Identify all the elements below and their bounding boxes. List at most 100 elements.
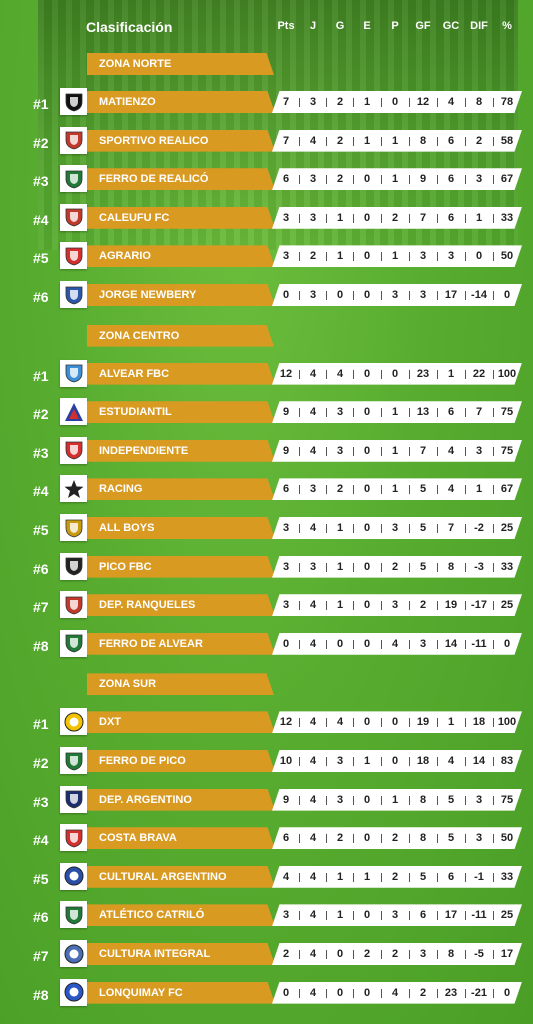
stat-dif: -11 — [471, 637, 487, 650]
team-name[interactable]: FERRO DE REALICÓ — [87, 168, 275, 191]
team-name[interactable]: DEP. RANQUELES — [87, 594, 275, 617]
stat-gf: 7 — [419, 444, 427, 457]
zone-header: ZONA NORTE — [87, 53, 274, 75]
stat-separator — [299, 795, 300, 805]
stat-gc: 8 — [447, 560, 455, 573]
team-name[interactable]: DEP. ARGENTINO — [87, 788, 275, 811]
rank-label: #8 — [33, 986, 49, 1003]
table-row[interactable]: #4 COSTA BRAVA 6 4 2 0 2 8 5 3 50 — [0, 824, 533, 852]
stat-gf: 3 — [419, 250, 427, 263]
stat-p: 4 — [391, 986, 399, 999]
zone-header: ZONA CENTRO — [87, 324, 274, 347]
team-name[interactable]: CALEUFU FC — [87, 206, 275, 229]
table-row[interactable]: #5 AGRARIO 3 2 1 0 1 3 3 0 50 — [0, 242, 533, 270]
stat-p: 2 — [391, 832, 399, 845]
stat-e: 0 — [363, 289, 371, 301]
table-row[interactable]: #1 MATIENZO 7 3 2 1 0 12 4 8 78 — [0, 88, 533, 115]
table-row[interactable]: #7 DEP. RANQUELES 3 4 1 0 3 2 19 -17 25 — [0, 591, 533, 619]
team-name[interactable]: JORGE NEWBERY — [87, 284, 275, 306]
stat-p: 0 — [391, 755, 399, 767]
table-row[interactable]: #5 CULTURAL ARGENTINO 4 4 1 1 2 5 6 -1 33 — [0, 862, 533, 890]
stat-separator — [353, 562, 354, 572]
table-row[interactable]: #6 JORGE NEWBERY 0 3 0 0 3 3 17 -14 0 — [0, 281, 533, 308]
team-name[interactable]: ALVEAR FBC — [87, 362, 275, 385]
stat-separator — [353, 213, 354, 223]
stat-separator — [409, 988, 410, 998]
stat-separator — [381, 213, 382, 223]
stat-j: 4 — [309, 637, 317, 650]
cultural-argentino-crest-icon — [60, 862, 87, 890]
table-row[interactable]: #1 ALVEAR FBC 12 4 4 0 0 23 1 22 100 — [0, 359, 533, 387]
team-name[interactable]: LONQUIMAY FC — [87, 981, 275, 1004]
stat-separator — [353, 950, 354, 959]
team-name[interactable]: SPORTIVO REALICO — [87, 129, 275, 152]
stat-separator — [465, 639, 466, 649]
stat-j: 4 — [309, 909, 317, 922]
stat-pct: 78 — [500, 96, 514, 108]
team-name[interactable]: CULTURA INTEGRAL — [87, 943, 275, 965]
table-row[interactable]: #8 FERRO DE ALVEAR 0 4 0 0 4 3 14 -11 0 — [0, 629, 533, 657]
team-name[interactable]: PICO FBC — [87, 555, 275, 578]
stat-separator — [326, 136, 327, 146]
stat-p: 2 — [391, 211, 399, 224]
team-name[interactable]: FERRO DE ALVEAR — [87, 632, 275, 655]
stat-separator — [437, 524, 438, 533]
stat-separator — [493, 136, 494, 146]
table-row[interactable]: #6 PICO FBC 3 3 1 0 2 5 8 -3 33 — [0, 552, 533, 580]
stat-separator — [353, 988, 354, 998]
stat-e: 0 — [363, 986, 371, 999]
stat-separator — [381, 562, 382, 572]
table-row[interactable]: #8 LONQUIMAY FC 0 4 0 0 4 2 23 -21 0 — [0, 978, 533, 1006]
team-name[interactable]: CULTURAL ARGENTINO — [87, 865, 275, 888]
stat-g: 2 — [336, 96, 344, 108]
stat-gf: 5 — [419, 560, 427, 573]
table-row[interactable]: #2 SPORTIVO REALICO 7 4 2 1 1 8 6 2 58 — [0, 126, 533, 154]
stat-g: 1 — [336, 599, 344, 612]
stat-g: 3 — [336, 444, 344, 457]
table-row[interactable]: #3 DEP. ARGENTINO 9 4 3 0 1 8 5 3 75 — [0, 785, 533, 813]
stat-separator — [326, 757, 327, 766]
stat-j: 3 — [309, 211, 317, 224]
table-row[interactable]: #2 ESTUDIANTIL 9 4 3 0 1 13 6 7 75 — [0, 398, 533, 426]
stat-pts: 2 — [282, 948, 290, 960]
stats-bar: 9 4 3 0 1 13 6 7 75 — [272, 401, 522, 424]
table-row[interactable]: #5 ALL BOYS 3 4 1 0 3 5 7 -2 25 — [0, 514, 533, 541]
stat-e: 0 — [363, 367, 371, 380]
table-row[interactable]: #7 CULTURA INTEGRAL 2 4 0 2 2 3 8 -5 17 — [0, 940, 533, 967]
stat-p: 0 — [391, 716, 399, 729]
table-row[interactable]: #2 FERRO DE PICO 10 4 3 1 0 18 4 14 83 — [0, 747, 533, 774]
stat-separator — [381, 718, 382, 728]
table-row[interactable]: #3 INDEPENDIENTE 9 4 3 0 1 7 4 3 75 — [0, 436, 533, 464]
stat-p: 2 — [391, 560, 399, 573]
stat-e: 1 — [363, 755, 371, 767]
team-name[interactable]: MATIENZO — [87, 91, 275, 113]
stat-separator — [326, 446, 327, 456]
table-row[interactable]: #3 FERRO DE REALICÓ 6 3 2 0 1 9 6 3 67 — [0, 165, 533, 193]
team-name[interactable]: FERRO DE PICO — [87, 750, 275, 772]
table-row[interactable]: #6 ATLÉTICO CATRILÓ 3 4 1 0 3 6 17 -11 25 — [0, 901, 533, 929]
stat-separator — [326, 718, 327, 728]
stat-dif: 3 — [475, 793, 483, 806]
stat-separator — [465, 718, 466, 728]
team-name[interactable]: RACING — [87, 478, 275, 501]
stat-separator — [381, 524, 382, 533]
table-row[interactable]: #4 CALEUFU FC 3 3 1 0 2 7 6 1 33 — [0, 203, 533, 231]
team-name[interactable]: ESTUDIANTIL — [87, 401, 275, 424]
stat-gf: 9 — [419, 173, 427, 186]
ferro-alvear-crest-icon — [60, 629, 87, 657]
table-row[interactable]: #4 RACING 6 3 2 0 1 5 4 1 67 — [0, 475, 533, 503]
stat-separator — [326, 291, 327, 300]
table-row[interactable]: #1 DXT 12 4 4 0 0 19 1 18 100 — [0, 708, 533, 736]
team-name[interactable]: AGRARIO — [87, 245, 275, 268]
rank-label: #1 — [33, 367, 49, 384]
stat-g: 3 — [336, 793, 344, 806]
team-name[interactable]: ATLÉTICO CATRILÓ — [87, 904, 275, 927]
team-name[interactable]: ALL BOYS — [87, 517, 275, 539]
stat-gc: 1 — [447, 367, 455, 380]
stat-g: 2 — [336, 483, 344, 496]
team-name[interactable]: DXT — [87, 711, 275, 734]
team-name[interactable]: INDEPENDIENTE — [87, 439, 275, 462]
stat-pts: 0 — [282, 986, 290, 999]
team-name[interactable]: COSTA BRAVA — [87, 827, 275, 850]
stat-gf: 3 — [419, 948, 427, 960]
